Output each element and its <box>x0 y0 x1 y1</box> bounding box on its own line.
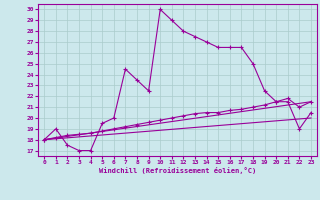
X-axis label: Windchill (Refroidissement éolien,°C): Windchill (Refroidissement éolien,°C) <box>99 167 256 174</box>
